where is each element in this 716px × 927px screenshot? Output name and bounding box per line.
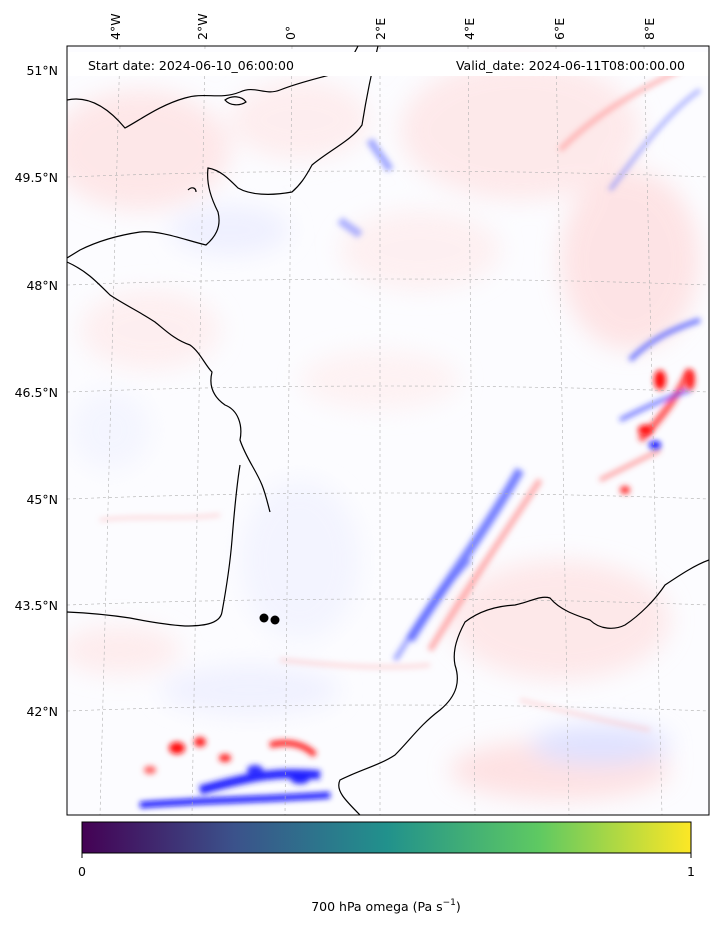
station-marker-1 (259, 613, 269, 623)
map-frame (66, 45, 710, 816)
station-marker-2 (270, 615, 280, 625)
lat-tick-label: 46.5°N (15, 385, 58, 400)
lon-tick-label: 6°E (552, 18, 567, 40)
omega-field-diffuse (67, 60, 700, 800)
colorbar-min-label: 0 (78, 864, 86, 879)
lat-tick-label: 45°N (26, 492, 58, 507)
lat-tick-label: 51°N (26, 63, 58, 78)
colorbar-title-superscript: −1 (443, 898, 456, 908)
station-markers (259, 613, 280, 625)
coastline-mediterranean (338, 559, 709, 815)
lon-tick-label: 4°E (462, 18, 477, 40)
lon-tick-label: 4°W (108, 13, 123, 40)
colorbar: 0 1 700 hPa omega (Pa s−1) (78, 821, 695, 914)
valid-date-label: Valid_date: 2024-06-11T08:00:00.00 (456, 58, 685, 73)
lat-tick-label: 49.5°N (15, 170, 58, 185)
coastline-channel-islands (187, 187, 197, 193)
coastline-isle-of-wight (224, 96, 247, 106)
map-panel (67, 46, 709, 815)
colorbar-title-end: ) (456, 899, 461, 914)
header-strip (67, 52, 709, 76)
lat-tick-labels: 51°N 49.5°N 48°N 46.5°N 45°N 43.5°N 42°N (15, 63, 58, 719)
colorbar-title-main: 700 hPa omega (Pa s (311, 899, 442, 914)
omega-field-strong (139, 370, 695, 808)
start-date-label: Start date: 2024-06-10_06:00:00 (88, 58, 294, 73)
coastline-biscay (67, 464, 241, 627)
lon-tick-label: 0° (283, 26, 298, 40)
omega-field-filaments (99, 67, 702, 732)
colorbar-max-label: 1 (687, 864, 695, 879)
lat-tick-label: 43.5°N (15, 598, 58, 613)
lat-tick-label: 48°N (26, 278, 58, 293)
lat-tick-label: 42°N (26, 704, 58, 719)
lon-tick-label: 2°E (373, 18, 388, 40)
colorbar-gradient (81, 821, 692, 854)
lon-tick-labels: 4°W 2°W 0° 2°E 4°E 6°E 8°E (108, 13, 657, 40)
coastline-brittany (67, 261, 271, 513)
lon-tick-label: 8°E (642, 18, 657, 40)
coastline-north-france (67, 46, 379, 259)
lon-tick-label: 2°W (195, 13, 210, 40)
colorbar-title: 700 hPa omega (Pa s−1) (311, 898, 461, 914)
